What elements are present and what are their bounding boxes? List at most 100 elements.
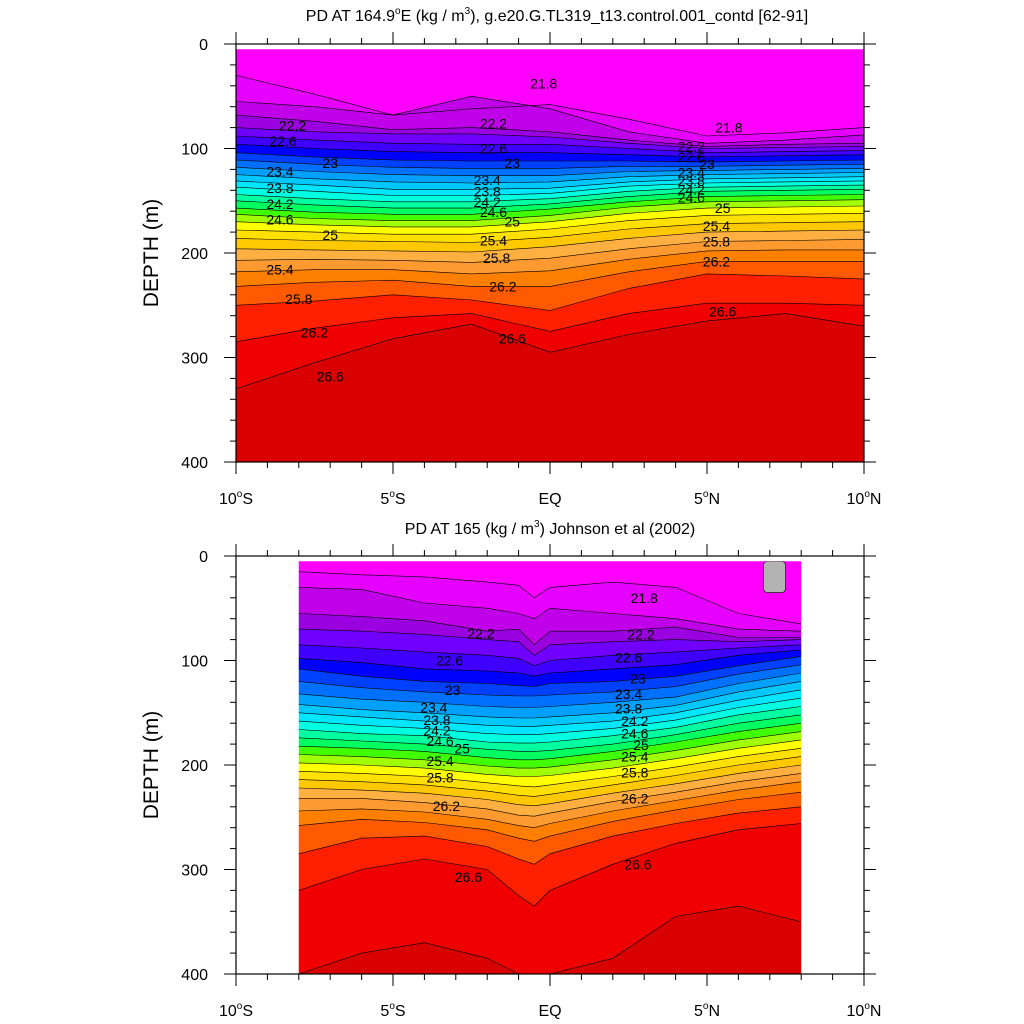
contour-label: 24.2 xyxy=(423,723,450,739)
isopycnal-line xyxy=(298,823,802,907)
contour-label: 23 xyxy=(322,155,338,171)
contour-fill-area xyxy=(236,49,864,462)
y-tick-label: 400 xyxy=(181,967,208,984)
contour-label: 24.2 xyxy=(621,713,648,729)
isopycnal-line xyxy=(298,672,802,708)
contour-label: 22.6 xyxy=(436,653,463,669)
contour-label: 25 xyxy=(322,227,338,243)
contour-label: 22.6 xyxy=(480,141,507,157)
contour-label: 25.4 xyxy=(480,232,507,248)
x-tick-label: EQ xyxy=(538,1003,561,1020)
isopycnal-line xyxy=(298,681,802,719)
contour-label: 25 xyxy=(454,740,470,756)
missing-data-patch xyxy=(763,561,786,593)
contour-label: 25.4 xyxy=(266,262,293,278)
contour-label: 23.4 xyxy=(420,700,447,716)
contour-label: 22.6 xyxy=(615,649,642,665)
isopycnal-line xyxy=(236,229,864,253)
isopycnal-line xyxy=(236,313,864,390)
contour-label: 25 xyxy=(633,737,649,753)
isopycnal-line xyxy=(236,152,864,163)
isopycnal-line xyxy=(298,722,802,761)
isopycnal-line xyxy=(236,180,864,196)
contour-label: 26.2 xyxy=(621,790,648,806)
contour-label: 22.2 xyxy=(678,138,705,154)
isopycnal-line xyxy=(236,249,864,275)
y-tick-label: 200 xyxy=(181,246,208,263)
panel-observations-plot: 21.822.2 22.222.6 22.6232323.423.423.823.8… xyxy=(181,544,881,1020)
contour-label: 23.8 xyxy=(474,183,501,199)
isopycnal-line xyxy=(236,75,864,137)
contour-label: 23.4 xyxy=(615,686,642,702)
isopycnal-line xyxy=(298,791,802,842)
contour-label: 24.6 xyxy=(621,726,648,742)
contour-label: 26.2 xyxy=(489,278,516,294)
contour-label: 25.8 xyxy=(621,764,648,780)
isopycnal-line xyxy=(236,205,864,228)
contour-label: 23.4 xyxy=(266,163,293,179)
contour-label: 23.8 xyxy=(423,712,450,728)
x-tick-label: 5oS xyxy=(380,489,405,508)
isopycnal-line xyxy=(236,176,864,190)
contour-label: 22.6 xyxy=(678,149,705,165)
y-tick-label: 0 xyxy=(199,37,208,54)
isopycnal-line xyxy=(236,95,864,144)
isopycnal-line xyxy=(236,184,864,203)
isopycnal-line xyxy=(298,697,802,736)
isopycnal-line xyxy=(298,905,802,974)
panel-model-ylabel: DEPTH (m) xyxy=(140,199,163,308)
isopycnal-line xyxy=(236,302,864,343)
panel-observations: PD AT 165 (kg / m3) Johnson et al (2002)… xyxy=(140,519,881,1020)
contour-label: 25.8 xyxy=(426,770,453,786)
contour-label: 23 xyxy=(445,682,461,698)
contour-label: 23.8 xyxy=(678,173,705,189)
x-tick-label: 5oS xyxy=(380,1001,405,1020)
isopycnal-line xyxy=(236,261,864,287)
contour-label: 26.6 xyxy=(709,304,736,320)
isopycnal-line xyxy=(236,144,864,158)
isopycnal-line xyxy=(298,656,802,687)
contour-label: 21.8 xyxy=(631,590,658,606)
contour-label: 23 xyxy=(505,155,521,171)
contour-label: 25.8 xyxy=(483,250,510,266)
isopycnal-line xyxy=(298,714,802,752)
contour-label: 22.6 xyxy=(269,133,296,149)
contour-label: 26.6 xyxy=(317,368,344,384)
isopycnal-line xyxy=(236,273,864,311)
isopycnal-line xyxy=(236,114,864,147)
x-tick-label: 5oN xyxy=(694,489,720,508)
isopycnal-line xyxy=(236,213,864,235)
contour-label: 25.8 xyxy=(285,291,312,307)
isopycnal-line xyxy=(298,571,802,625)
isopycnal-line xyxy=(298,756,802,797)
contour-label: 21.8 xyxy=(530,76,557,92)
contour-label: 21.8 xyxy=(715,120,742,136)
contour-label: 22.2 xyxy=(480,115,507,131)
contour-label: 23.4 xyxy=(474,172,501,188)
contour-label: 25.4 xyxy=(621,749,648,765)
contour-label: 26.6 xyxy=(455,869,482,885)
contour-label: 25 xyxy=(505,214,521,230)
contour-label: 22.2 xyxy=(467,625,494,641)
isopycnal-line xyxy=(236,135,864,154)
contour-label: 25.4 xyxy=(703,218,730,234)
isopycnal-line xyxy=(298,628,802,656)
y-tick-label: 300 xyxy=(181,863,208,880)
contour-label: 23 xyxy=(630,670,646,686)
y-tick-label: 0 xyxy=(199,549,208,566)
x-tick-label: 10oS xyxy=(219,489,253,508)
panel-observations-title: PD AT 165 (kg / m3) Johnson et al (2002) xyxy=(405,519,695,538)
isopycnal-line xyxy=(236,194,864,215)
contour-label: 25.4 xyxy=(426,753,453,769)
isopycnal-line xyxy=(236,159,864,169)
isopycnal-line xyxy=(236,239,864,263)
panel-model: PD AT 164.9oE (kg / m3), g.e20.G.TL319_t… xyxy=(140,6,881,508)
x-tick-label: 5oN xyxy=(694,1001,720,1020)
y-tick-label: 100 xyxy=(181,654,208,671)
isopycnal-line xyxy=(298,644,802,667)
panel-observations-ylabel: DEPTH (m) xyxy=(140,711,163,820)
isopycnal-line xyxy=(298,773,802,817)
x-tick-label: 10oS xyxy=(219,1001,253,1020)
contour-label: 23.8 xyxy=(615,701,642,717)
